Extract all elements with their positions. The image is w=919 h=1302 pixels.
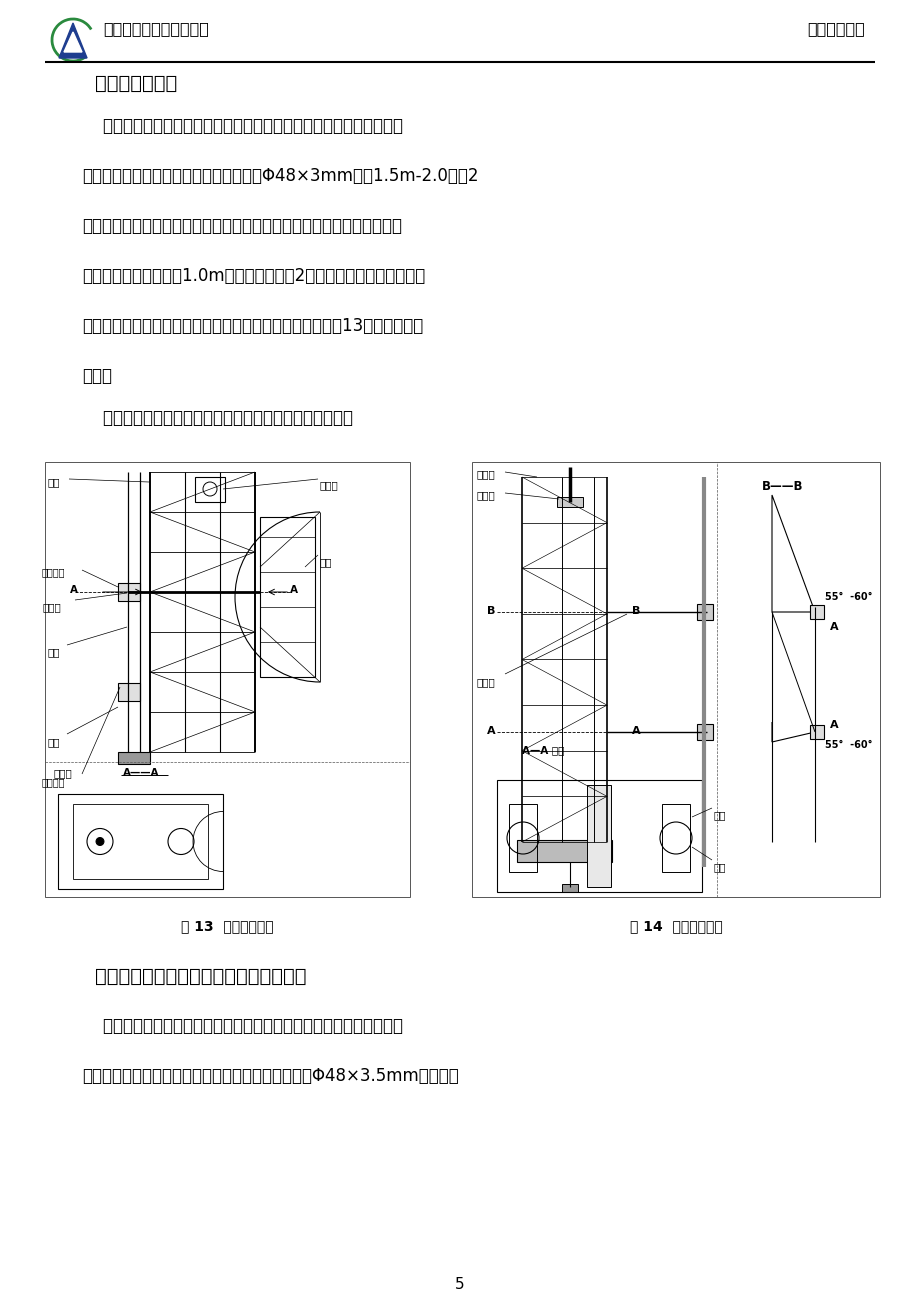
Bar [260, 517, 314, 677]
Text: 立管: 立管 [47, 647, 60, 658]
Text: B: B [486, 605, 494, 616]
Text: A: A [829, 720, 838, 730]
Bar [809, 605, 823, 618]
Text: A: A [70, 585, 78, 595]
Bar [471, 462, 879, 897]
Circle shape [96, 837, 104, 845]
Bar [516, 840, 611, 862]
Bar [496, 780, 701, 892]
Text: 停车管: 停车管 [42, 602, 61, 612]
Text: 5: 5 [455, 1277, 464, 1292]
Text: 图 14  附墙架安装图: 图 14 附墙架安装图 [629, 919, 721, 934]
Bar [809, 725, 823, 740]
Bar [556, 497, 583, 506]
Text: 安全，必须安装附墙管。本系列升降机的附墙架采用Φ48×3.5mm钢管，用: 安全，必须安装附墙管。本系列升降机的附墙架采用Φ48×3.5mm钢管，用 [82, 1068, 459, 1085]
Text: 螺帽。: 螺帽。 [82, 367, 112, 385]
Text: 注：严禁立管扣在标准节外，否则可能导致停层器损坏！: 注：严禁立管扣在标准节外，否则可能导致停层器损坏！ [82, 409, 353, 427]
Text: 钢管扣件: 钢管扣件 [42, 777, 65, 786]
Text: 国检苑项目部: 国检苑项目部 [806, 21, 864, 36]
Bar [697, 604, 712, 620]
Text: 停层器: 停层器 [53, 768, 72, 779]
Polygon shape [59, 23, 87, 59]
Bar [118, 753, 150, 764]
Text: 扣件: 扣件 [713, 810, 726, 820]
Text: A: A [486, 727, 495, 736]
Text: A: A [829, 622, 838, 631]
Text: 调整停车管位置，使停车管贴在停车爪下方中间位置（如图13），然后固紧: 调整停车管位置，使停车管贴在停车爪下方中间位置（如图13），然后固紧 [82, 316, 423, 335]
Text: 55°  -60°: 55° -60° [824, 740, 871, 750]
Text: 扣管: 扣管 [713, 862, 726, 872]
Text: 钢管扣件: 钢管扣件 [42, 566, 65, 577]
Text: 预埋管: 预埋管 [476, 490, 495, 500]
Text: 调整停车管。再取一根1.0m长钢管水平扣在2根立管上，同槽不要固死。: 调整停车管。再取一根1.0m长钢管水平扣在2根立管上，同槽不要固死。 [82, 267, 425, 285]
Text: A: A [631, 727, 640, 736]
Bar [662, 805, 689, 872]
Text: A: A [289, 585, 298, 595]
Text: 55°  -60°: 55° -60° [824, 592, 871, 602]
Text: 十一、附墙架安装（附墙管由用户自备）: 十一、附墙架安装（附墙管由用户自备） [95, 967, 306, 986]
Bar [45, 462, 410, 897]
Text: 施工升降机安装高度超过最大独立高度，为保证架体的垂直、稳定和: 施工升降机安装高度超过最大独立高度，为保证架体的垂直、稳定和 [82, 1017, 403, 1035]
Bar [118, 583, 140, 602]
Text: 根，用扣件把它垂直扣在标准节内，给螺帽加预紧力，但不要固死，以备: 根，用扣件把它垂直扣在标准节内，给螺帽加预紧力，但不要固死，以备 [82, 217, 402, 234]
Bar [118, 684, 140, 700]
Bar [587, 785, 611, 887]
Text: B——B: B——B [761, 480, 802, 493]
Bar [508, 805, 537, 872]
Polygon shape [64, 33, 82, 52]
Text: 十、停层管安装: 十、停层管安装 [95, 74, 177, 92]
Text: 立柱: 立柱 [47, 477, 60, 487]
Text: 管时，把吊笼停靠在需要的楼层位置，取Φ48×3mm，长1.5m-2.0钢管2: 管时，把吊笼停靠在需要的楼层位置，取Φ48×3mm，长1.5m-2.0钢管2 [82, 167, 478, 185]
Text: 停层器: 停层器 [320, 480, 338, 490]
Bar [697, 724, 712, 740]
Text: 图 13  停层器安装图: 图 13 停层器安装图 [181, 919, 274, 934]
Text: A——A: A——A [123, 768, 159, 779]
Text: 吊笼: 吊笼 [320, 557, 332, 566]
Text: A—A 放大: A—A 放大 [521, 745, 563, 755]
Bar [73, 805, 208, 879]
Text: 升降机: 升降机 [476, 469, 495, 479]
Bar [58, 794, 222, 889]
Text: 因各施工建筑楼层高度设计不同，吊笼停靠位置也就不一样。装停车: 因各施工建筑楼层高度设计不同，吊笼停靠位置也就不一样。装停车 [82, 117, 403, 135]
Bar [195, 477, 225, 503]
Bar [562, 884, 577, 892]
Text: 广厦建设集团安徽分公司: 广厦建设集团安徽分公司 [103, 21, 209, 36]
Text: 法兰: 法兰 [47, 737, 60, 747]
Text: B: B [631, 605, 640, 616]
Text: 附墙管: 附墙管 [476, 677, 495, 687]
